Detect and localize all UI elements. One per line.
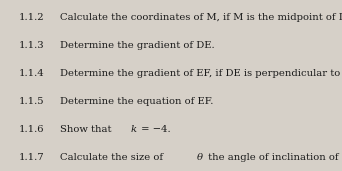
Text: the angle of inclination of EF.: the angle of inclination of EF. [205,153,342,162]
Text: = −4.: = −4. [138,125,171,134]
Text: 1.1.2: 1.1.2 [19,13,44,22]
Text: Show that: Show that [60,125,115,134]
Text: 1.1.7: 1.1.7 [19,153,44,162]
Text: Determine the gradient of DE.: Determine the gradient of DE. [60,41,214,50]
Text: θ: θ [197,153,203,162]
Text: Determine the equation of EF.: Determine the equation of EF. [60,97,213,106]
Text: Calculate the size of: Calculate the size of [60,153,166,162]
Text: 1.1.4: 1.1.4 [19,69,44,78]
Text: k: k [130,125,136,134]
Text: 1.1.3: 1.1.3 [19,41,44,50]
Text: 1.1.5: 1.1.5 [19,97,44,106]
Text: Determine the gradient of EF, if DE is perpendicular to EF.: Determine the gradient of EF, if DE is p… [60,69,342,78]
Text: Calculate the coordinates of M, if M is the midpoint of DE.: Calculate the coordinates of M, if M is … [60,13,342,22]
Text: 1.1.6: 1.1.6 [19,125,44,134]
